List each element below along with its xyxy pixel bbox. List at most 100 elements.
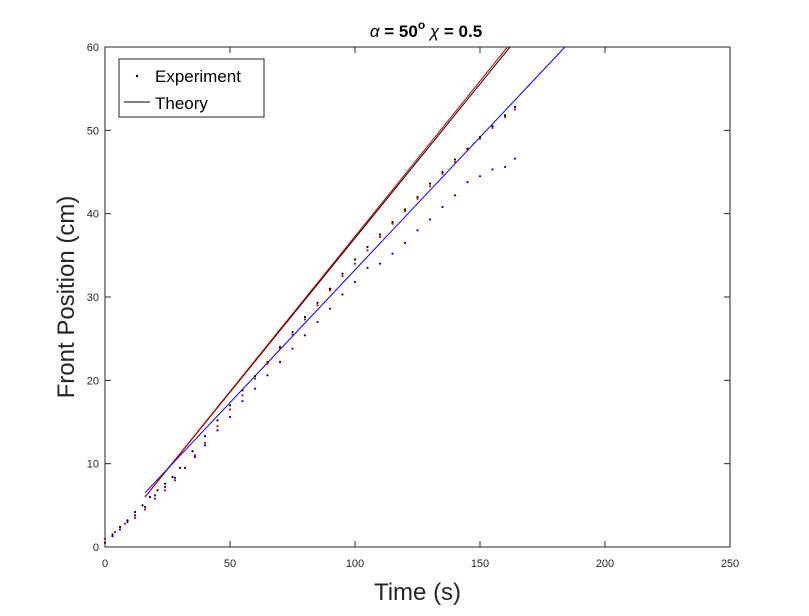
title-degree: o [418, 18, 425, 32]
experiment-point-1-7 [173, 479, 177, 482]
experiment-point-1-24 [378, 235, 382, 239]
experiment-point-0-35 [491, 125, 494, 128]
experiment-point-2-15 [253, 387, 257, 390]
experiment-point-2-36 [513, 157, 517, 160]
experiment-point-2-33 [478, 175, 482, 178]
experiment-point-1-6 [163, 489, 167, 492]
experiment-point-2-21 [328, 307, 332, 310]
theory-line-2 [144, 46, 566, 494]
experiment-point-2-14 [241, 400, 244, 403]
experiment-point-0-29 [416, 195, 419, 199]
experiment-point-1-22 [353, 262, 357, 265]
experiment-point-1-2 [123, 522, 127, 525]
experiment-point-1-15 [266, 362, 269, 365]
experiment-point-1-20 [328, 289, 332, 292]
x-axis-ticks: 0 50 100 150 200 250 [102, 47, 739, 570]
experiment-point-1-5 [153, 497, 157, 500]
experiment-point-0-26 [378, 233, 382, 236]
experiment-point-1-23 [366, 249, 369, 252]
title-chi: χ [425, 22, 440, 41]
experiment-point-1-34 [503, 115, 507, 119]
experiment-point-1-30 [453, 160, 457, 164]
x-tick-label-5: 250 [721, 558, 739, 570]
experiment-point-0-12 [203, 435, 207, 438]
experiment-point-1-13 [241, 394, 244, 397]
experiment-point-0-17 [266, 360, 269, 364]
experiment-point-0-14 [228, 404, 232, 407]
experiment-point-1-33 [491, 126, 494, 129]
experiment-point-2-28 [416, 229, 419, 232]
experiment-point-2-20 [316, 320, 319, 324]
experiment-point-2-35 [503, 165, 507, 169]
experiment-point-1-28 [428, 185, 432, 188]
experiment-point-1-10 [203, 441, 207, 444]
experiment-point-0-6 [148, 495, 152, 499]
experiment-point-0-2 [118, 525, 122, 529]
experiment-point-0-16 [253, 375, 257, 378]
experiment-point-0-20 [303, 315, 307, 319]
x-axis-label: Time (s) [374, 579, 461, 606]
experiment-point-2-27 [403, 241, 407, 244]
experiment-point-1-3 [133, 516, 137, 519]
experiment-point-0-23 [341, 272, 344, 275]
experiment-point-0-19 [291, 330, 294, 334]
experiment-point-1-31 [466, 149, 469, 152]
y-tick-label-3: 30 [87, 292, 99, 304]
experiment-point-1-26 [403, 210, 407, 213]
experiment-point-1-35 [513, 108, 517, 111]
y-tick-label-2: 20 [87, 375, 99, 387]
y-tick-label-4: 40 [87, 209, 99, 221]
experiment-point-2-6 [153, 494, 157, 497]
experiment-point-1-27 [416, 197, 419, 200]
experiment-point-2-31 [453, 194, 457, 197]
experiment-point-0-30 [428, 182, 432, 185]
legend-theory-label: Theory [155, 94, 208, 113]
experiment-point-1-12 [228, 408, 232, 411]
experiment-point-0-21 [316, 301, 319, 304]
title-chi-value: = 0.5 [439, 22, 482, 41]
experiment-point-1-14 [253, 377, 257, 380]
experiment-point-1-17 [291, 333, 294, 336]
x-tick-label-4: 200 [596, 558, 614, 570]
experiment-point-2-4 [133, 514, 137, 517]
theory-lines [144, 46, 566, 498]
experiment-point-2-16 [266, 374, 269, 377]
experiment-point-0-10 [178, 466, 182, 469]
experiment-point-0-27 [391, 220, 394, 224]
experiment-point-2-10 [193, 455, 197, 459]
chart-title: α = 50o χ = 0.5 [370, 18, 482, 41]
y-tick-label-1: 10 [87, 459, 99, 471]
experiment-point-0-22 [328, 287, 332, 290]
experiment-point-1-29 [441, 172, 444, 175]
experiment-point-2-26 [391, 252, 394, 255]
experiment-point-2-8 [173, 476, 177, 479]
experiment-point-1-11 [216, 425, 219, 428]
experiment-point-2-5 [143, 505, 147, 509]
experiment-point-1-19 [316, 304, 319, 307]
experiment-point-2-22 [341, 293, 344, 296]
plot-area [104, 46, 731, 548]
experiment-point-2-23 [353, 280, 357, 284]
x-tick-label-2: 100 [346, 558, 364, 570]
experiment-point-1-1 [113, 530, 117, 534]
experiment-point-2-17 [278, 360, 282, 364]
experiment-point-0-18 [278, 345, 282, 349]
experiment-point-2-2 [118, 528, 122, 531]
experiment-point-1-9 [193, 454, 197, 457]
experiment-point-2-9 [183, 466, 187, 469]
experiment-point-0-11 [191, 450, 194, 453]
y-tick-label-0: 0 [93, 542, 99, 554]
experiment-point-0-15 [241, 389, 244, 392]
experiment-point-0-25 [366, 245, 369, 249]
experiment-point-2-24 [366, 266, 369, 269]
experiment-point-2-1 [111, 535, 114, 538]
experiment-point-0-37 [513, 105, 517, 109]
experiment-point-0-5 [141, 504, 144, 507]
experiment-point-0-8 [163, 482, 167, 485]
experiment-points [103, 105, 517, 544]
experiment-point-1-21 [341, 275, 344, 278]
experiment-point-0-28 [403, 208, 407, 211]
experiment-point-2-30 [441, 205, 444, 209]
experiment-point-1-4 [143, 508, 147, 511]
